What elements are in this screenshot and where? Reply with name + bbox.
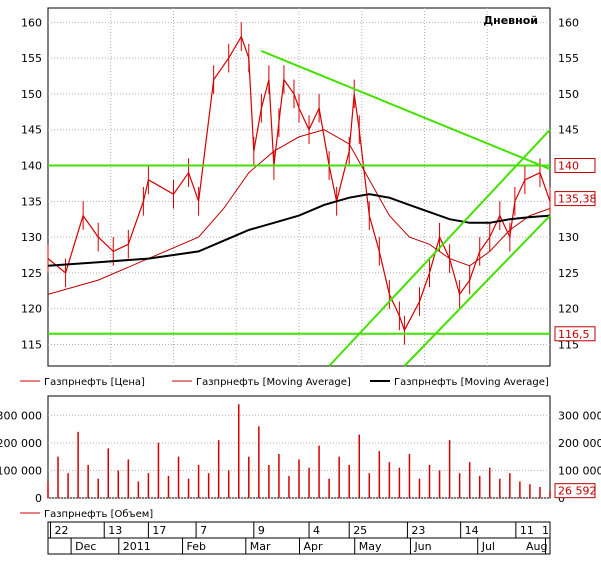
price-series-layer <box>47 22 551 345</box>
price-label-box <box>554 191 596 207</box>
price-y-tick-right: 115 <box>558 339 579 352</box>
price-label-box <box>554 326 596 342</box>
legend-ma-short: Газпрнефть [Moving Average] <box>196 377 351 388</box>
price-label-value: 116,5 <box>558 328 590 341</box>
price-plot-area[interactable] <box>47 7 551 367</box>
legend-price: Газпрнефть [Цена] <box>44 377 145 388</box>
price-y-tick-left: 155 <box>21 52 42 65</box>
legend-ma-long: Газпрнефть [Moving Average] <box>394 377 549 388</box>
price-y-tick-left: 125 <box>21 267 42 280</box>
price-y-tick-left: 140 <box>21 160 42 173</box>
month-label: Apr <box>304 540 324 553</box>
volume-y-tick-right: 100 000 <box>558 464 601 477</box>
price-y-tick-left: 120 <box>21 303 42 316</box>
volume-y-tick-right: 200 000 <box>558 437 601 450</box>
day-label: 7 <box>200 524 207 537</box>
legend-volume: Газпрнефть [Объем] <box>44 509 153 520</box>
price-y-tick-left: 130 <box>21 231 42 244</box>
price-y-tick-right: 160 <box>558 16 579 29</box>
month-label: Jun <box>413 540 431 553</box>
volume-last-value: 26 592 <box>554 483 597 499</box>
day-label: 11 <box>520 524 534 537</box>
day-label: 14 <box>465 524 479 537</box>
volume-bars <box>47 404 551 498</box>
day-label: 1 <box>542 524 549 537</box>
ma-long-line <box>47 193 551 267</box>
day-labels: 22 13 17 7 9 4 25 23 14 11 1 <box>50 522 551 538</box>
period-label: Дневной <box>483 14 538 27</box>
price-y-tick-right: 125 <box>558 267 579 280</box>
volume-last-value-text: 26 592 <box>558 485 597 498</box>
volume-y-tick-right: 0 <box>558 492 565 505</box>
month-label: Mar <box>250 540 271 553</box>
volume-y-tick-right: 300 000 <box>558 409 601 422</box>
volume-y-axis-right: 0 100 000 200 000 300 000 <box>558 409 601 505</box>
price-label-value: 140 <box>558 160 579 173</box>
price-y-tick-left: 135 <box>21 195 42 208</box>
price-y-tick-left: 145 <box>21 124 42 137</box>
day-label: 4 <box>313 524 320 537</box>
price-y-tick-left: 115 <box>21 339 42 352</box>
volume-legend: Газпрнефть [Объем] <box>20 509 153 520</box>
month-label: May <box>359 540 382 553</box>
month-label: Feb <box>187 540 206 553</box>
volume-y-tick-left: 200 000 <box>0 437 42 450</box>
volume-y-tick-left: 100 000 <box>0 464 42 477</box>
price-panel: 115 120 125 130 135 140 145 150 155 160 115 120 125… <box>21 7 597 367</box>
volume-y-tick-left: 300 000 <box>0 409 42 422</box>
month-label: Dec <box>75 540 96 553</box>
trendline-resistance <box>260 50 551 171</box>
month-labels: Dec 2011 Feb Mar Apr May Jun Jul Aug <box>70 538 547 554</box>
volume-last-value-box <box>554 483 596 499</box>
day-label: 23 <box>411 524 425 537</box>
volume-y-tick-left: 0 <box>35 492 42 505</box>
day-label: 9 <box>258 524 265 537</box>
trendline-layer <box>48 50 551 367</box>
ma-short-line <box>47 129 551 295</box>
month-label: Jul <box>481 540 495 553</box>
time-axis: 22 13 17 7 9 4 25 23 14 11 1 Dec 2011 Feb Mar Apr May Ju… <box>47 521 551 555</box>
price-y-tick-right: 145 <box>558 124 579 137</box>
volume-y-axis-left: 0 100 000 200 000 300 000 <box>0 409 42 505</box>
price-labels: 140 135,38 116,5 <box>554 158 597 342</box>
trendline-channel-lower <box>403 214 551 367</box>
price-y-tick-right: 120 <box>558 303 579 316</box>
month-label: 2011 <box>123 540 151 553</box>
trendline-channel-upper <box>328 129 551 367</box>
day-label: 13 <box>108 524 122 537</box>
price-legend: Газпрнефть [Цена] Газпрнефть [Moving Ave… <box>20 377 549 388</box>
day-label: 25 <box>353 524 367 537</box>
price-y-tick-right: 130 <box>558 231 579 244</box>
volume-panel: 0 100 000 200 000 300 000 0 100 000 200 000 30… <box>0 395 601 505</box>
price-label-value: 135,38 <box>558 193 597 206</box>
price-y-tick-right: 150 <box>558 88 579 101</box>
price-y-tick-right: 155 <box>558 52 579 65</box>
month-label: Aug <box>526 540 547 553</box>
price-y-tick-left: 160 <box>21 16 42 29</box>
price-label-box <box>554 158 596 174</box>
price-y-axis-left: 115 120 125 130 135 140 145 150 155 160 <box>21 16 42 351</box>
day-label: 22 <box>55 524 69 537</box>
day-label: 17 <box>152 524 166 537</box>
price-y-tick-left: 150 <box>21 88 42 101</box>
